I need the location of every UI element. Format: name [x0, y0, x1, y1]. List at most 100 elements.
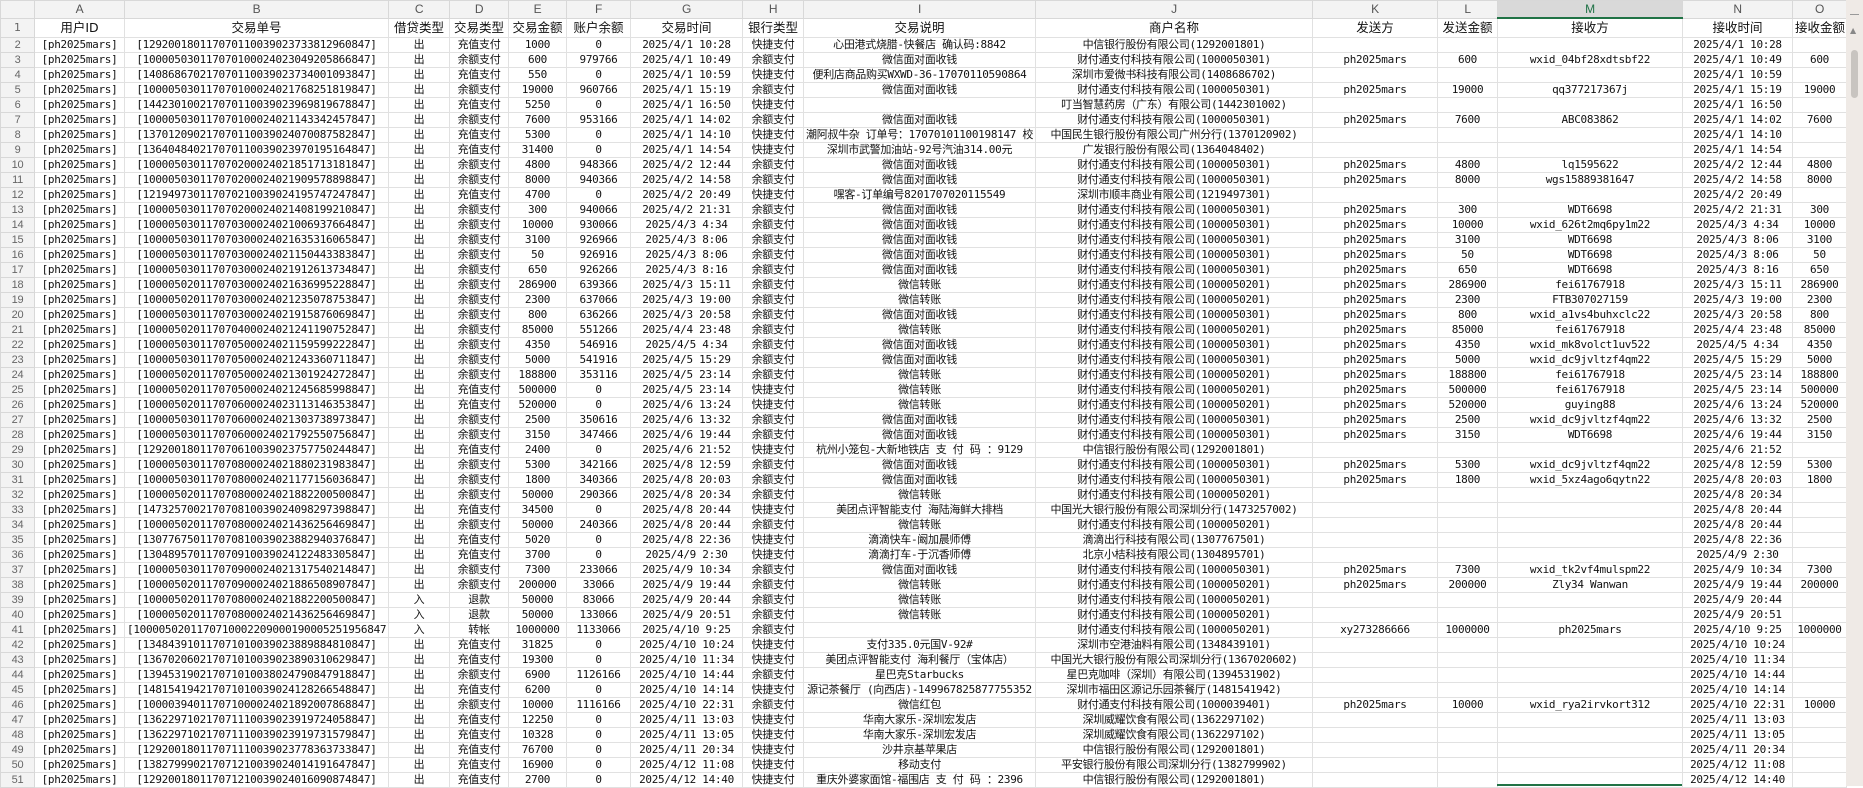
cell-f[interactable]: 0 — [566, 382, 631, 398]
cell-m[interactable]: wgs15889381647 — [1497, 172, 1683, 188]
cell-j[interactable]: 财付通支付科技有限公司(1000050201) — [1035, 277, 1313, 293]
cell-n[interactable]: 2025/4/9 2:30 — [1682, 547, 1793, 563]
cell-n[interactable]: 2025/4/1 10:59 — [1682, 67, 1793, 83]
cell-c[interactable]: 出 — [388, 667, 450, 683]
cell-j[interactable]: 财付通支付科技有限公司(1000050301) — [1035, 172, 1313, 188]
cell-e[interactable]: 50000 — [508, 592, 567, 608]
cell-g[interactable]: 2025/4/3 19:00 — [630, 292, 743, 308]
cell-c[interactable]: 入 — [388, 607, 450, 623]
cell-j[interactable]: 深圳市空港油料有限公司(1348439101) — [1035, 637, 1313, 653]
cell-j[interactable]: 滴滴出行科技有限公司(1307767501) — [1035, 532, 1313, 548]
cell-k[interactable]: ph2025mars — [1312, 697, 1438, 713]
cell-j[interactable]: 财付通支付科技有限公司(1000050201) — [1035, 382, 1313, 398]
cell-n[interactable]: 2025/4/3 4:34 — [1682, 217, 1793, 233]
cell-g[interactable]: 2025/4/4 23:48 — [630, 322, 743, 338]
cell-c[interactable]: 出 — [388, 142, 450, 158]
cell-d[interactable]: 充值支付 — [449, 637, 509, 653]
cell-j[interactable]: 星巴克咖啡（深圳）有限公司(1394531902) — [1035, 667, 1313, 683]
cell-n[interactable]: 2025/4/5 23:14 — [1682, 367, 1793, 383]
cell-d[interactable]: 余额支付 — [449, 322, 509, 338]
cell-b[interactable]: [100005030117070200024021408199210847] — [124, 202, 389, 218]
cell-j[interactable]: 财付通支付科技有限公司(1000050201) — [1035, 607, 1313, 623]
cell-a[interactable]: [ph2025mars] — [34, 637, 125, 653]
cell-n[interactable]: 2025/4/1 14:02 — [1682, 112, 1793, 128]
cell-h[interactable]: 余额支付 — [742, 427, 804, 443]
cell-o[interactable] — [1792, 637, 1847, 653]
cell-h[interactable]: 快捷支付 — [742, 652, 804, 668]
cell-m[interactable]: wxid_rya2irvkort312 — [1497, 697, 1683, 713]
cell-b[interactable]: [100005030117070600024021303738973847] — [124, 412, 389, 428]
cell-c[interactable]: 出 — [388, 337, 450, 353]
cell-b[interactable]: [140868670217070110039023734001093847] — [124, 67, 389, 83]
cell-i[interactable]: 微信面对面收钱 — [803, 562, 1036, 578]
cell-o[interactable] — [1792, 142, 1847, 158]
row-number[interactable]: 13 — [0, 202, 35, 218]
row-number[interactable]: 1 — [0, 17, 35, 38]
cell-f[interactable]: 0 — [566, 652, 631, 668]
cell-f[interactable]: 0 — [566, 772, 631, 788]
cell-b[interactable]: [136404840217070110039023970195164847] — [124, 142, 389, 158]
cell-c[interactable]: 出 — [388, 532, 450, 548]
cell-l[interactable]: 8000 — [1437, 172, 1498, 188]
header-cell[interactable]: 商户名称 — [1035, 17, 1313, 38]
cell-i[interactable]: 深圳市武警加油站-92号汽油314.00元 — [803, 142, 1036, 158]
cell-c[interactable]: 出 — [388, 637, 450, 653]
cell-i[interactable]: 微信面对面收钱 — [803, 472, 1036, 488]
cell-d[interactable]: 余额支付 — [449, 232, 509, 248]
cell-k[interactable] — [1312, 727, 1438, 743]
cell-f[interactable]: 636266 — [566, 307, 631, 323]
row-number[interactable]: 27 — [0, 412, 35, 428]
cell-o[interactable] — [1792, 682, 1847, 698]
cell-c[interactable]: 出 — [388, 172, 450, 188]
cell-m[interactable] — [1497, 652, 1683, 668]
cell-g[interactable]: 2025/4/9 10:34 — [630, 562, 743, 578]
cell-e[interactable]: 3700 — [508, 547, 567, 563]
cell-a[interactable]: [ph2025mars] — [34, 742, 125, 758]
cell-l[interactable] — [1437, 727, 1498, 743]
cell-m[interactable] — [1497, 37, 1683, 53]
cell-e[interactable]: 5020 — [508, 532, 567, 548]
column-header-i[interactable]: I — [803, 0, 1036, 19]
cell-h[interactable]: 余额支付 — [742, 517, 804, 533]
cell-o[interactable] — [1792, 712, 1847, 728]
cell-l[interactable]: 5000 — [1437, 352, 1498, 368]
cell-l[interactable]: 600 — [1437, 52, 1498, 68]
cell-a[interactable]: [ph2025mars] — [34, 652, 125, 668]
cell-e[interactable]: 550 — [508, 67, 567, 83]
cell-f[interactable]: 342166 — [566, 457, 631, 473]
cell-n[interactable]: 2025/4/3 15:11 — [1682, 277, 1793, 293]
cell-f[interactable]: 290366 — [566, 487, 631, 503]
cell-f[interactable]: 0 — [566, 712, 631, 728]
cell-o[interactable]: 650 — [1792, 262, 1847, 278]
cell-d[interactable]: 充值支付 — [449, 757, 509, 773]
cell-k[interactable] — [1312, 772, 1438, 788]
cell-n[interactable]: 2025/4/12 11:08 — [1682, 757, 1793, 773]
cell-n[interactable]: 2025/4/8 20:44 — [1682, 517, 1793, 533]
cell-a[interactable]: [ph2025mars] — [34, 442, 125, 458]
header-cell[interactable]: 用户ID — [34, 17, 125, 38]
column-header-a[interactable]: A — [34, 0, 125, 19]
cell-m[interactable] — [1497, 742, 1683, 758]
cell-c[interactable]: 出 — [388, 247, 450, 263]
cell-g[interactable]: 2025/4/8 20:03 — [630, 472, 743, 488]
cell-l[interactable] — [1437, 637, 1498, 653]
row-number[interactable]: 45 — [0, 682, 35, 698]
cell-a[interactable]: [ph2025mars] — [34, 412, 125, 428]
cell-m[interactable]: wxid_a1vs4buhxclc22 — [1497, 307, 1683, 323]
cell-n[interactable]: 2025/4/8 20:03 — [1682, 472, 1793, 488]
cell-d[interactable]: 余额支付 — [449, 277, 509, 293]
cell-m[interactable]: fei61767918 — [1497, 322, 1683, 338]
cell-g[interactable]: 2025/4/1 14:10 — [630, 127, 743, 143]
row-number[interactable]: 2 — [0, 37, 35, 53]
cell-l[interactable]: 7600 — [1437, 112, 1498, 128]
row-number[interactable]: 9 — [0, 142, 35, 158]
cell-n[interactable]: 2025/4/10 22:31 — [1682, 697, 1793, 713]
cell-a[interactable]: [ph2025mars] — [34, 187, 125, 203]
cell-l[interactable] — [1437, 37, 1498, 53]
header-cell[interactable]: 交易单号 — [124, 17, 389, 38]
cell-j[interactable]: 财付通支付科技有限公司(1000050301) — [1035, 247, 1313, 263]
cell-b[interactable]: [138279990217071210039024014191647847] — [124, 757, 389, 773]
cell-m[interactable] — [1497, 712, 1683, 728]
cell-k[interactable]: ph2025mars — [1312, 382, 1438, 398]
cell-g[interactable]: 2025/4/8 20:44 — [630, 517, 743, 533]
